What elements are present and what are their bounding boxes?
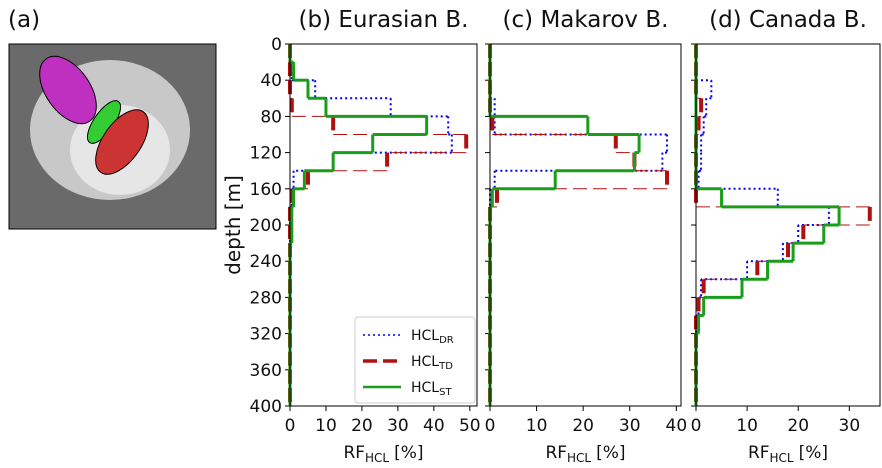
x-tick-label: 30 (839, 416, 861, 436)
plot-frame (289, 43, 478, 407)
y-tick-label: 200 (250, 216, 282, 236)
x-label-main: RF (545, 443, 567, 463)
region-eurasian (39, 55, 97, 125)
chart-title: (b) Eurasian B. (299, 7, 469, 33)
x-tick-label: 20 (351, 416, 373, 436)
x-tick-label: 50 (459, 416, 481, 436)
x-label-sub: HCL (770, 451, 794, 464)
region-canada (95, 109, 149, 175)
y-tick-label: 40 (260, 71, 282, 91)
x-tick-label: 20 (787, 416, 809, 436)
panel-label: (a) (8, 7, 40, 33)
legend-sub: TD (438, 361, 453, 372)
y-tick-label: 160 (250, 180, 282, 200)
x-label-unit: [%] (596, 443, 625, 463)
legend-label: HCLTD (411, 354, 453, 372)
legend-name: HCL (411, 328, 439, 344)
x-tick-label: 40 (423, 416, 445, 436)
legend-name: HCL (411, 380, 439, 396)
x-label-main: RF (748, 443, 770, 463)
y-axis-label: depth [m] (221, 175, 245, 275)
map (8, 43, 217, 230)
x-tick-label: 20 (572, 416, 594, 436)
chart-title: (c) Makarov B. (503, 7, 669, 33)
y-tick-label: 240 (250, 252, 282, 272)
y-tick-label: 80 (260, 107, 282, 127)
y-tick-label: 0 (271, 35, 282, 55)
x-tick-label: 10 (736, 416, 758, 436)
legend-sub: ST (439, 387, 452, 398)
x-label-main: RF (343, 443, 365, 463)
legend-box (354, 316, 476, 404)
x-tick-label: 40 (666, 416, 688, 436)
x-label-unit: [%] (394, 443, 423, 463)
chart-title: (d) Canada B. (709, 7, 867, 33)
y-tick-label: 320 (250, 325, 282, 345)
legend-sub: DR (439, 335, 454, 346)
x-tick-label: 30 (387, 416, 409, 436)
legend-label: HCLST (411, 380, 452, 398)
x-axis-label: RFHCL [%] (748, 443, 828, 464)
y-tick-label: 360 (250, 361, 282, 381)
x-tick-label: 0 (285, 416, 296, 436)
x-tick-label: 30 (619, 416, 641, 436)
x-label-unit: [%] (799, 443, 828, 463)
y-tick-label: 120 (250, 144, 282, 164)
x-tick-label: 10 (315, 416, 337, 436)
y-tick-label: 280 (250, 288, 282, 308)
x-label-sub: HCL (365, 451, 389, 464)
x-tick-label: 10 (526, 416, 548, 436)
legend-name: HCL (411, 354, 439, 370)
x-axis-label: RFHCL [%] (343, 443, 423, 464)
legend-label: HCLDR (411, 328, 454, 346)
x-tick-label: 0 (691, 416, 702, 436)
plot-frame (489, 43, 682, 407)
y-tick-label: 400 (250, 397, 282, 417)
x-axis-label: RFHCL [%] (545, 443, 625, 464)
x-label-sub: HCL (567, 451, 591, 464)
x-tick-label: 0 (485, 416, 496, 436)
plot-frame (695, 43, 881, 407)
